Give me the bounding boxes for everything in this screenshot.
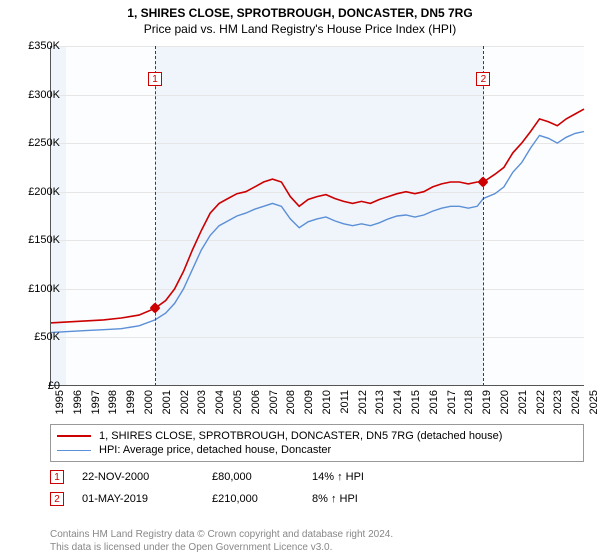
transaction-price: £210,000	[212, 493, 312, 505]
x-axis-label: 2015	[410, 390, 422, 414]
legend-swatch-icon	[57, 450, 91, 451]
x-axis-label: 2020	[499, 390, 511, 414]
y-axis-label: £350K	[28, 40, 60, 52]
transaction-date: 01-MAY-2019	[82, 493, 212, 505]
x-axis-label: 2007	[268, 390, 280, 414]
legend-item: HPI: Average price, detached house, Donc…	[57, 443, 577, 457]
y-axis-label: £250K	[28, 137, 60, 149]
x-axis-label: 2012	[357, 390, 369, 414]
x-axis-label: 2019	[481, 390, 493, 414]
transaction-index: 2	[50, 492, 64, 506]
transaction-index: 1	[50, 470, 64, 484]
footer-line-2: This data is licensed under the Open Gov…	[50, 541, 393, 554]
chart-container: 1, SHIRES CLOSE, SPROTBROUGH, DONCASTER,…	[0, 0, 600, 560]
chart-title: 1, SHIRES CLOSE, SPROTBROUGH, DONCASTER,…	[0, 0, 600, 20]
x-axis-label: 2008	[285, 390, 297, 414]
x-axis-label: 2021	[517, 390, 529, 414]
transaction-pct: 8% ↑ HPI	[312, 493, 432, 505]
x-axis-label: 2009	[303, 390, 315, 414]
x-axis-label: 2003	[196, 390, 208, 414]
x-axis-label: 2024	[570, 390, 582, 414]
x-axis-label: 2025	[588, 390, 600, 414]
transaction-row: 1 22-NOV-2000£80,00014% ↑ HPI	[50, 466, 432, 488]
x-axis-label: 1999	[125, 390, 137, 414]
x-axis-label: 2016	[428, 390, 440, 414]
transaction-price: £80,000	[212, 471, 312, 483]
legend: 1, SHIRES CLOSE, SPROTBROUGH, DONCASTER,…	[50, 424, 584, 462]
transaction-date: 22-NOV-2000	[82, 471, 212, 483]
x-axis-label: 2000	[143, 390, 155, 414]
x-axis-label: 1996	[72, 390, 84, 414]
footer-line-1: Contains HM Land Registry data © Crown c…	[50, 528, 393, 541]
legend-swatch-icon	[57, 435, 91, 437]
y-axis-label: £300K	[28, 89, 60, 101]
x-axis-label: 2001	[161, 390, 173, 414]
x-axis-label: 2006	[250, 390, 262, 414]
y-axis-label: £150K	[28, 234, 60, 246]
x-axis-label: 2013	[374, 390, 386, 414]
x-axis-label: 2023	[552, 390, 564, 414]
x-axis-label: 2017	[446, 390, 458, 414]
footer-attribution: Contains HM Land Registry data © Crown c…	[50, 528, 393, 554]
plot-axes	[50, 46, 584, 386]
transaction-pct: 14% ↑ HPI	[312, 471, 432, 483]
x-axis-label: 2018	[463, 390, 475, 414]
transaction-table: 1 22-NOV-2000£80,00014% ↑ HPI 2 01-MAY-2019…	[50, 466, 432, 510]
plot-area: 12	[50, 46, 584, 386]
y-axis-label: £200K	[28, 186, 60, 198]
x-axis-label: 2022	[535, 390, 547, 414]
x-axis-label: 2002	[179, 390, 191, 414]
chart-subtitle: Price paid vs. HM Land Registry's House …	[0, 20, 600, 40]
legend-label: HPI: Average price, detached house, Donc…	[99, 444, 331, 456]
transaction-row: 2 01-MAY-2019£210,0008% ↑ HPI	[50, 488, 432, 510]
legend-item: 1, SHIRES CLOSE, SPROTBROUGH, DONCASTER,…	[57, 429, 577, 443]
x-axis-label: 1998	[107, 390, 119, 414]
x-axis-label: 1997	[90, 390, 102, 414]
y-axis-label: £100K	[28, 283, 60, 295]
x-axis-label: 2014	[392, 390, 404, 414]
legend-label: 1, SHIRES CLOSE, SPROTBROUGH, DONCASTER,…	[99, 430, 502, 442]
x-axis-label: 1995	[54, 390, 66, 414]
x-axis-label: 2004	[214, 390, 226, 414]
x-axis-label: 2010	[321, 390, 333, 414]
x-axis-label: 2011	[339, 390, 351, 414]
y-axis-label: £50K	[34, 331, 60, 343]
x-axis-label: 2005	[232, 390, 244, 414]
